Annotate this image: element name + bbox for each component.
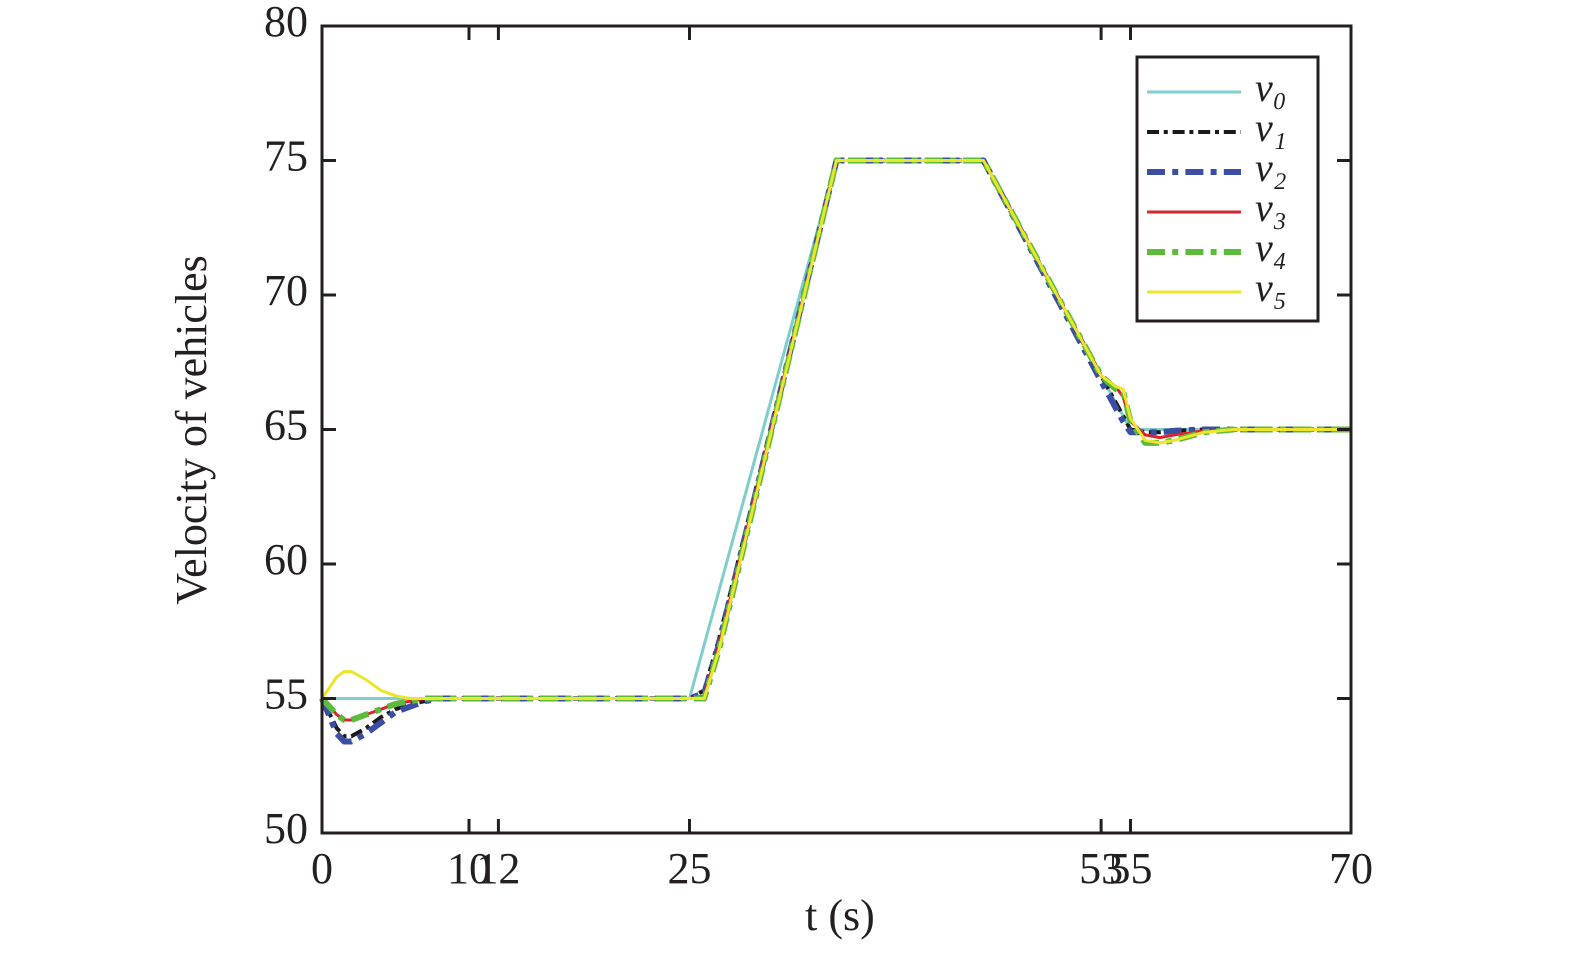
- legend-box: [1135, 55, 1320, 323]
- x-tick-label: 10: [447, 844, 491, 893]
- y-tick-label: 75: [264, 132, 308, 181]
- y-tick-label: 55: [264, 670, 308, 719]
- y-axis-label: Velocity of vehicles: [167, 255, 216, 604]
- series-line: [320, 159, 1351, 700]
- series-line: [319, 157, 1351, 745]
- legend-label: v₅: [1255, 265, 1287, 310]
- x-tick-label: 53: [1079, 844, 1123, 893]
- y-tick-label: 50: [264, 804, 308, 853]
- legend-label: v₄: [1255, 225, 1287, 270]
- x-tick-label: 0: [311, 844, 333, 893]
- y-tick-label: 65: [264, 401, 308, 450]
- x-tick-label: 25: [668, 844, 712, 893]
- y-tick-label: 60: [264, 535, 308, 584]
- legend-label: v₂: [1255, 145, 1287, 190]
- y-tick-label: 70: [264, 266, 308, 315]
- y-tick-label: 80: [264, 0, 308, 46]
- x-tick-label: 55: [1109, 844, 1153, 893]
- legend-label: v₃: [1255, 185, 1287, 230]
- x-tick-label: 70: [1329, 844, 1373, 893]
- x-axis-label: t (s): [805, 891, 875, 940]
- legend-label: v₀: [1255, 65, 1287, 110]
- legend-label: v₁: [1255, 105, 1287, 150]
- x-tick-label: 12: [476, 844, 520, 893]
